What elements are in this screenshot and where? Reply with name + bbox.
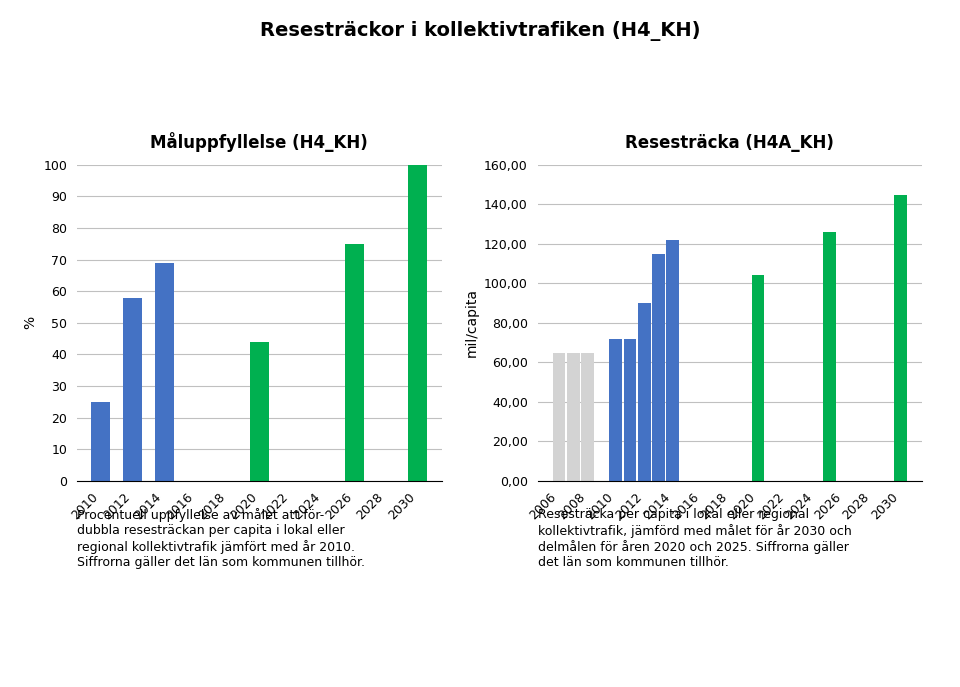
Y-axis label: %: % — [24, 316, 37, 330]
Bar — [408, 165, 427, 481]
Bar — [566, 352, 580, 481]
Title: Måluppfyllelse (H4_KH): Måluppfyllelse (H4_KH) — [151, 132, 368, 153]
Text: Procentuell uppfyllelse av målet att för-
dubbla resesträckan per capita i lokal: Procentuell uppfyllelse av målet att för… — [77, 508, 365, 569]
Bar — [123, 297, 142, 481]
Bar — [624, 339, 636, 481]
Bar — [250, 342, 269, 481]
Text: Resesträcka per capita i lokal eller regional
kollektivtrafik, jämförd med målet: Resesträcka per capita i lokal eller reg… — [538, 508, 852, 569]
Title: Resesträcka (H4A_KH): Resesträcka (H4A_KH) — [625, 134, 834, 153]
Bar — [581, 352, 594, 481]
Bar — [823, 232, 835, 481]
Bar — [345, 244, 364, 481]
Bar — [155, 263, 174, 481]
Bar — [752, 275, 764, 481]
Bar — [652, 254, 665, 481]
Text: Resesträckor i kollektivtrafiken (H4_KH): Resesträckor i kollektivtrafiken (H4_KH) — [260, 21, 700, 41]
Bar — [637, 303, 651, 481]
Bar — [610, 339, 622, 481]
Bar — [666, 240, 679, 481]
Bar — [91, 402, 110, 481]
Y-axis label: mil/capita: mil/capita — [465, 289, 478, 357]
Bar — [553, 352, 565, 481]
Bar — [894, 194, 906, 481]
